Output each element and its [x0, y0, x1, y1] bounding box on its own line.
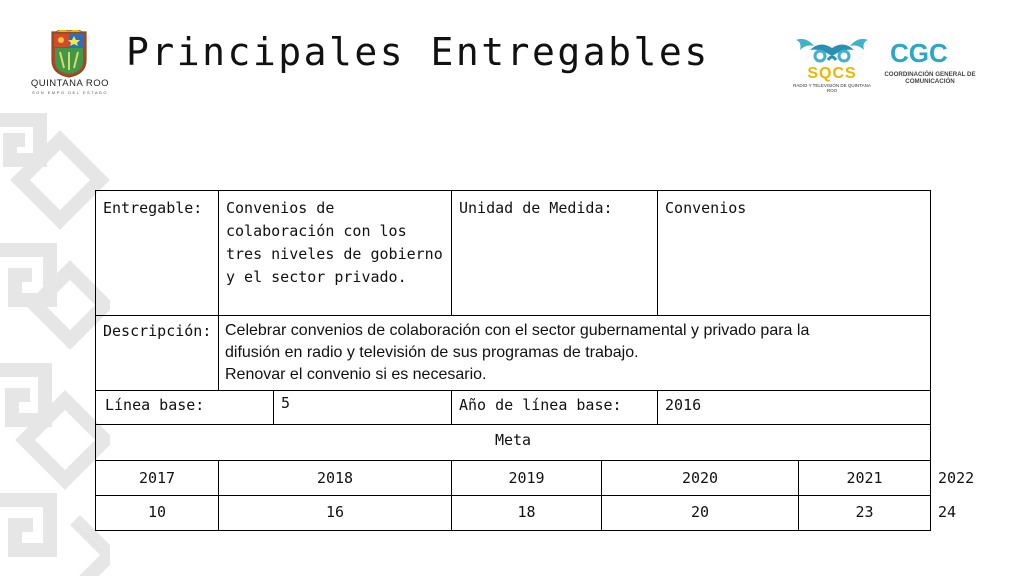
table-row-meta: Meta [94, 424, 932, 461]
unidad-label: Unidad de Medida: [450, 190, 659, 316]
goal-cell: 18 [451, 495, 602, 531]
sqcs-logo: SQCS RADIO Y TELEVISIÓN DE QUINTANA ROO [792, 34, 872, 94]
sqcs-subtitle: RADIO Y TELEVISIÓN DE QUINTANA ROO [793, 83, 871, 93]
quintana-roo-tagline: SON EMPO DEL ESTADO [31, 90, 109, 95]
decorative-pattern [0, 113, 110, 576]
coat-of-arms-icon [51, 30, 87, 78]
sqcs-name: SQCS [807, 65, 857, 82]
entregable-value: Convenios de colaboración con los tres n… [218, 190, 452, 316]
descripcion-label: Descripción: [95, 315, 219, 391]
descripcion-line: difusión en radio y televisión de sus pr… [225, 344, 639, 361]
sqcs-wings-icon [796, 38, 868, 63]
unidad-value: Convenios [657, 190, 932, 316]
anio-base-label: Año de línea base: [450, 390, 659, 425]
meta-header: Meta [94, 424, 932, 461]
deliverables-table: Entregable: Convenios de colaboración co… [94, 190, 974, 531]
goal-cell: 16 [218, 495, 452, 531]
cgc-logo: CGC COORDINACIÓN GENERAL DE COMUNICACIÓN [878, 38, 982, 88]
goal-cell: 23 [798, 495, 932, 531]
cgc-subtitle: COORDINACIÓN GENERAL DE COMUNICACIÓN [884, 71, 976, 85]
entregable-label: Entregable: [95, 190, 219, 316]
table-row-linea-base: Línea base: 5 Año de línea base: 2016 [95, 390, 932, 425]
linea-base-value: 5 [273, 390, 452, 425]
table-row-goals: 10 16 18 20 23 24 [95, 495, 956, 531]
year-cell: 2017 [95, 460, 219, 496]
cgc-name: CGC [890, 38, 948, 68]
goal-cell: 10 [95, 495, 219, 531]
table-row-years: 2017 2018 2019 2020 2021 2022 [95, 460, 974, 496]
year-cell: 2019 [451, 460, 602, 496]
year-cell: 2020 [600, 460, 800, 496]
page-title: Principales Entregables [126, 30, 710, 74]
goal-cell: 20 [600, 495, 800, 531]
descripcion-line: Celebrar convenios de colaboración con e… [225, 322, 810, 339]
anio-base-value: 2016 [657, 390, 932, 425]
quintana-roo-name: QUINTANA ROO [30, 78, 110, 89]
descripcion-line: Renovar el convenio si es necesario. [225, 366, 487, 383]
linea-base-label: Línea base: [95, 390, 274, 425]
year-cell: 2021 [798, 460, 932, 496]
table-row-descripcion: Descripción: Celebrar convenios de colab… [95, 315, 932, 391]
descripcion-value: Celebrar convenios de colaboración con e… [217, 315, 932, 391]
year-cell: 2018 [218, 460, 452, 496]
quintana-roo-logo: QUINTANA ROO SON EMPO DEL ESTADO [28, 28, 112, 98]
table-row-entregable: Entregable: Convenios de colaboración co… [95, 190, 932, 316]
